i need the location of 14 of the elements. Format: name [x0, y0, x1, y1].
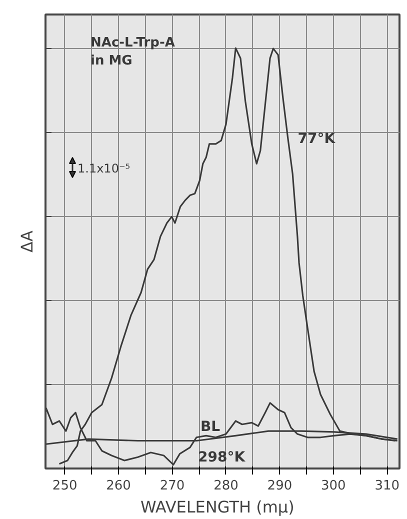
annotation: 1.1x10⁻⁵: [78, 162, 130, 176]
series-label: BL: [200, 418, 220, 435]
series-label: 77°K: [298, 131, 336, 148]
x-tick-label: 290: [267, 478, 292, 494]
series-label: 298°K: [198, 449, 246, 466]
x-tick-label: 280: [214, 478, 238, 494]
x-axis-title: WAVELENGTH (mμ): [140, 498, 294, 516]
annotation: NAc-L-Trp-A in MG: [90, 36, 175, 68]
x-tick-label: 300: [321, 478, 346, 494]
x-tick-label: 270: [160, 478, 185, 494]
x-tick-label: 310: [374, 478, 400, 494]
x-tick-label: 260: [106, 478, 131, 494]
x-tick-label: 250: [52, 478, 78, 494]
y-axis-title: ΔA: [18, 230, 36, 252]
